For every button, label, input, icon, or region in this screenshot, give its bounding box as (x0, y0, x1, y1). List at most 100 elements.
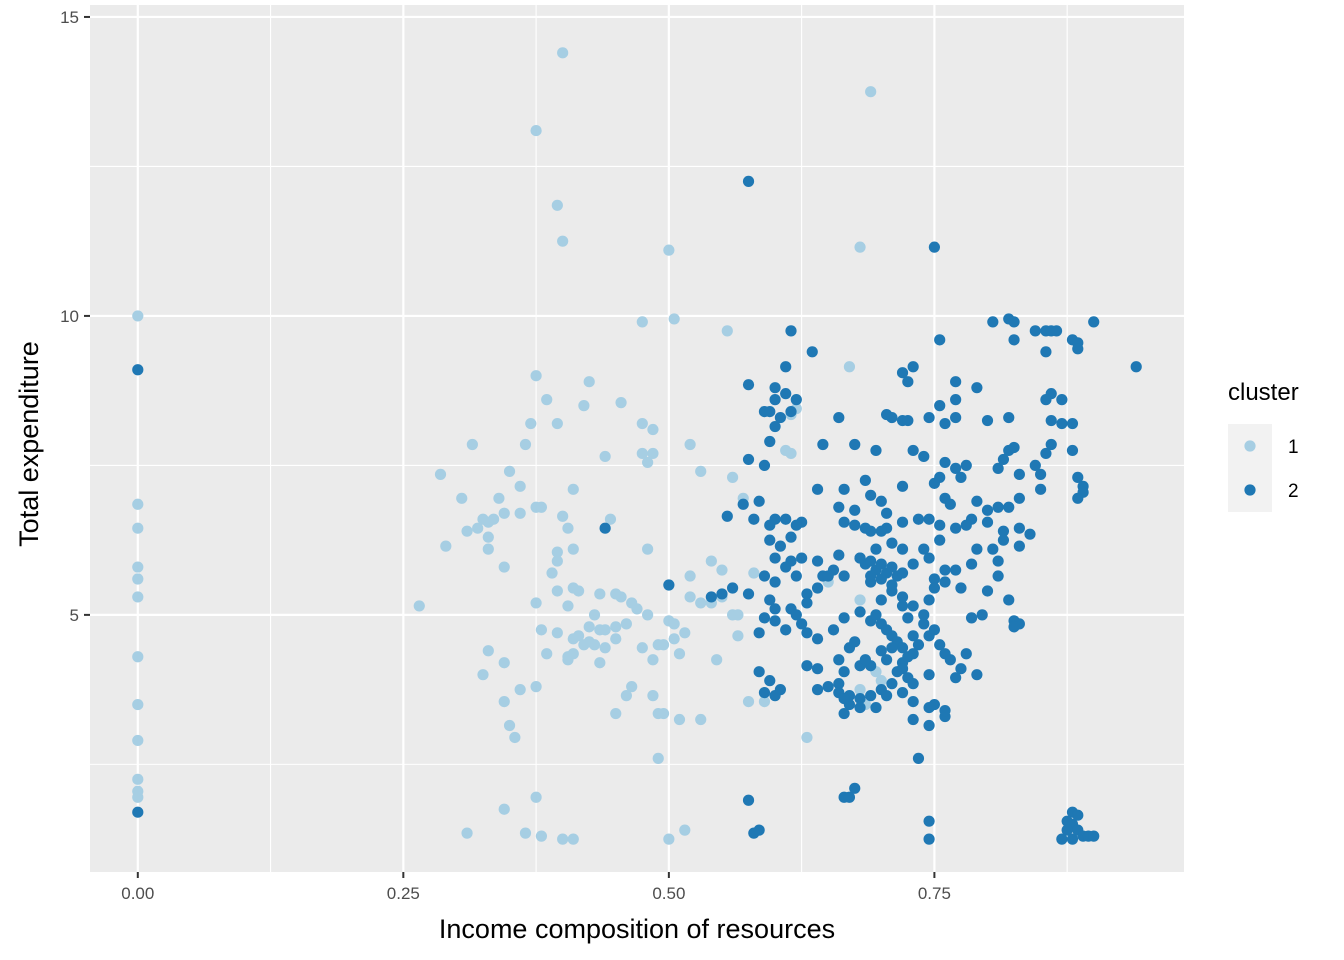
data-point-cluster-2 (785, 405, 797, 418)
data-point-cluster-2 (907, 678, 919, 690)
data-point-cluster-1 (758, 695, 771, 708)
data-point-cluster-2 (992, 570, 1004, 582)
data-point-cluster-2 (1130, 361, 1142, 373)
data-point-cluster-2 (923, 552, 935, 564)
data-point-cluster-1 (652, 752, 664, 764)
data-point-cluster-2 (132, 806, 144, 818)
data-point-cluster-1 (695, 713, 707, 726)
data-point-cluster-2 (928, 582, 940, 594)
data-point-cluster-1 (742, 695, 755, 708)
data-point-cluster-2 (928, 624, 940, 636)
data-point-cluster-2 (886, 537, 898, 549)
data-point-cluster-2 (764, 519, 776, 531)
data-point-cluster-2 (934, 471, 946, 483)
data-point-cluster-2 (870, 444, 882, 457)
data-point-cluster-2 (811, 633, 824, 645)
data-point-cluster-1 (530, 124, 542, 137)
minor-gridlines (90, 5, 1184, 872)
data-point-cluster-2 (1056, 417, 1068, 430)
data-point-cluster-2 (865, 570, 877, 582)
data-point-cluster-2 (726, 582, 739, 594)
y-tick-label: 10 (60, 307, 79, 326)
data-point-cluster-2 (896, 600, 909, 612)
data-point-cluster-2 (896, 516, 909, 528)
data-point-cluster-2 (923, 513, 935, 525)
data-point-cluster-1 (673, 713, 686, 726)
data-point-cluster-1 (551, 417, 563, 430)
data-point-cluster-1 (132, 734, 144, 747)
data-points (132, 47, 1142, 845)
data-point-cluster-2 (822, 681, 834, 693)
data-point-cluster-1 (599, 450, 611, 463)
data-point-cluster-2 (881, 507, 893, 519)
data-point-cluster-2 (817, 438, 829, 451)
data-point-cluster-1 (466, 438, 478, 451)
data-point-cluster-2 (838, 707, 850, 720)
data-point-cluster-2 (944, 654, 956, 666)
data-point-cluster-2 (944, 498, 956, 510)
data-point-cluster-2 (742, 588, 755, 600)
data-point-cluster-1 (578, 400, 590, 412)
data-point-cluster-2 (875, 558, 887, 570)
data-point-cluster-1 (567, 833, 579, 845)
data-point-cluster-2 (1008, 441, 1020, 454)
data-point-cluster-2 (992, 462, 1004, 474)
data-point-cluster-1 (610, 621, 622, 633)
data-point-cluster-2 (950, 462, 962, 474)
data-point-cluster-2 (934, 334, 946, 346)
data-point-cluster-2 (907, 444, 919, 457)
data-point-cluster-1 (132, 573, 144, 585)
data-point-cluster-1 (854, 241, 866, 253)
data-point-cluster-2 (939, 704, 951, 717)
data-point-cluster-2 (875, 573, 887, 585)
data-point-cluster-2 (838, 666, 850, 678)
data-point-cluster-2 (1035, 483, 1047, 495)
data-point-cluster-1 (716, 564, 728, 576)
data-point-cluster-2 (1008, 316, 1020, 328)
data-point-cluster-1 (594, 657, 606, 669)
data-point-cluster-2 (902, 651, 914, 663)
data-point-cluster-2 (896, 642, 909, 654)
data-point-cluster-2 (971, 543, 983, 555)
data-point-cluster-2 (1045, 438, 1057, 451)
data-point-cluster-1 (615, 397, 627, 409)
data-point-cluster-1 (679, 824, 691, 836)
data-point-cluster-2 (833, 411, 845, 424)
data-point-cluster-1 (620, 690, 632, 702)
data-point-cluster-2 (939, 456, 951, 469)
data-point-cluster-2 (801, 588, 813, 600)
data-point-cluster-1 (132, 522, 144, 534)
data-point-cluster-2 (950, 411, 962, 424)
data-point-cluster-1 (132, 498, 144, 510)
data-point-cluster-2 (1072, 809, 1084, 821)
data-point-cluster-1 (647, 423, 659, 436)
data-point-cluster-2 (774, 540, 786, 552)
data-point-cluster-2 (833, 501, 845, 513)
data-point-cluster-2 (923, 815, 935, 827)
data-point-cluster-2 (992, 555, 1004, 567)
data-point-cluster-2 (1024, 528, 1036, 540)
data-point-cluster-1 (541, 394, 553, 406)
data-point-cluster-2 (769, 615, 781, 627)
legend-key-cluster-2 (1244, 484, 1256, 496)
data-point-cluster-2 (859, 474, 871, 486)
data-point-cluster-2 (870, 701, 882, 714)
data-point-cluster-2 (790, 609, 802, 621)
data-point-cluster-1 (711, 654, 723, 666)
data-point-cluster-1 (551, 199, 563, 211)
data-point-cluster-2 (896, 687, 909, 699)
data-point-cluster-2 (769, 690, 781, 702)
data-point-cluster-1 (636, 417, 648, 430)
data-point-cluster-1 (875, 675, 887, 687)
data-point-cluster-2 (950, 564, 962, 576)
data-point-cluster-2 (1040, 447, 1052, 460)
data-point-cluster-2 (780, 561, 792, 573)
x-tick-label: 0.75 (918, 884, 951, 903)
data-point-cluster-2 (769, 394, 781, 406)
data-point-cluster-2 (960, 648, 972, 660)
data-point-cluster-1 (498, 657, 510, 669)
data-point-cluster-2 (960, 519, 972, 531)
data-point-cluster-2 (886, 642, 898, 654)
data-point-cluster-2 (981, 414, 994, 427)
